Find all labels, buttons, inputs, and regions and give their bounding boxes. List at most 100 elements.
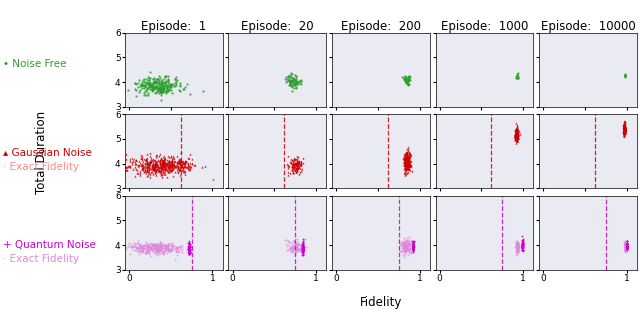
Point — [160, 161, 170, 166]
Point — [163, 162, 173, 167]
Point — [154, 168, 164, 173]
Point — [401, 159, 411, 164]
Point — [620, 125, 630, 130]
Point — [167, 160, 177, 165]
Point — [512, 245, 522, 250]
Point — [511, 129, 521, 134]
Point — [513, 136, 523, 141]
Point — [511, 135, 522, 140]
Point — [406, 163, 416, 168]
Point — [289, 80, 300, 85]
Point — [401, 166, 412, 171]
Point — [288, 160, 298, 165]
Point — [404, 150, 415, 155]
Point — [401, 160, 411, 165]
Point — [175, 166, 185, 171]
Point — [294, 79, 304, 84]
Point — [143, 81, 153, 86]
Point — [512, 242, 522, 247]
Point — [619, 122, 629, 127]
Point — [296, 244, 307, 249]
Point — [133, 170, 143, 175]
Point — [164, 82, 175, 87]
Point — [619, 124, 629, 129]
Point — [511, 133, 521, 138]
Point — [297, 239, 307, 244]
Point — [152, 247, 163, 252]
Point — [287, 245, 298, 250]
Point — [154, 244, 164, 249]
Point — [166, 245, 177, 250]
Point — [281, 241, 291, 246]
Point — [156, 98, 166, 103]
Point — [284, 73, 294, 78]
Point — [169, 163, 179, 168]
Point — [164, 166, 175, 171]
Point — [401, 161, 412, 166]
Point — [287, 82, 298, 87]
Point — [619, 126, 629, 131]
Point — [621, 245, 632, 250]
Point — [184, 246, 194, 251]
Point — [512, 245, 522, 250]
Point — [282, 238, 292, 243]
Point — [292, 244, 302, 249]
Point — [164, 163, 174, 168]
Point — [160, 243, 170, 248]
Point — [165, 168, 175, 173]
Point — [510, 133, 520, 138]
Point — [517, 243, 527, 248]
Point — [174, 167, 184, 172]
Point — [511, 130, 521, 135]
Point — [512, 127, 522, 132]
Point — [157, 249, 168, 254]
Point — [298, 249, 308, 254]
Point — [152, 162, 162, 167]
Point — [401, 156, 411, 161]
Point — [298, 246, 308, 251]
Point — [156, 165, 166, 170]
Point — [183, 241, 193, 246]
Point — [401, 242, 412, 247]
Point — [163, 162, 173, 167]
Point — [289, 247, 299, 252]
Point — [137, 249, 147, 254]
Point — [179, 164, 189, 169]
Point — [176, 160, 186, 165]
Point — [163, 246, 173, 251]
Point — [150, 86, 160, 91]
Point — [408, 247, 419, 252]
Point — [399, 245, 409, 250]
Point — [154, 87, 164, 92]
Point — [619, 127, 629, 132]
Point — [167, 247, 177, 252]
Point — [172, 164, 182, 169]
Point — [159, 163, 170, 168]
Point — [137, 244, 147, 249]
Point — [620, 244, 630, 249]
Point — [150, 243, 161, 248]
Point — [157, 85, 167, 90]
Point — [151, 244, 161, 249]
Point — [408, 243, 418, 248]
Point — [184, 247, 194, 252]
Point — [147, 170, 157, 175]
Point — [511, 129, 521, 134]
Point — [288, 79, 298, 84]
Point — [619, 121, 629, 126]
Point — [150, 163, 160, 168]
Point — [185, 165, 195, 170]
Point — [402, 240, 412, 245]
Point — [295, 246, 305, 251]
Point — [151, 168, 161, 173]
Point — [150, 246, 160, 251]
Point — [163, 242, 173, 247]
Point — [399, 241, 410, 246]
Point — [400, 164, 410, 169]
Point — [156, 240, 166, 245]
Point — [409, 239, 419, 244]
Point — [147, 83, 157, 88]
Point — [404, 163, 414, 168]
Point — [408, 245, 418, 250]
Point — [155, 161, 165, 166]
